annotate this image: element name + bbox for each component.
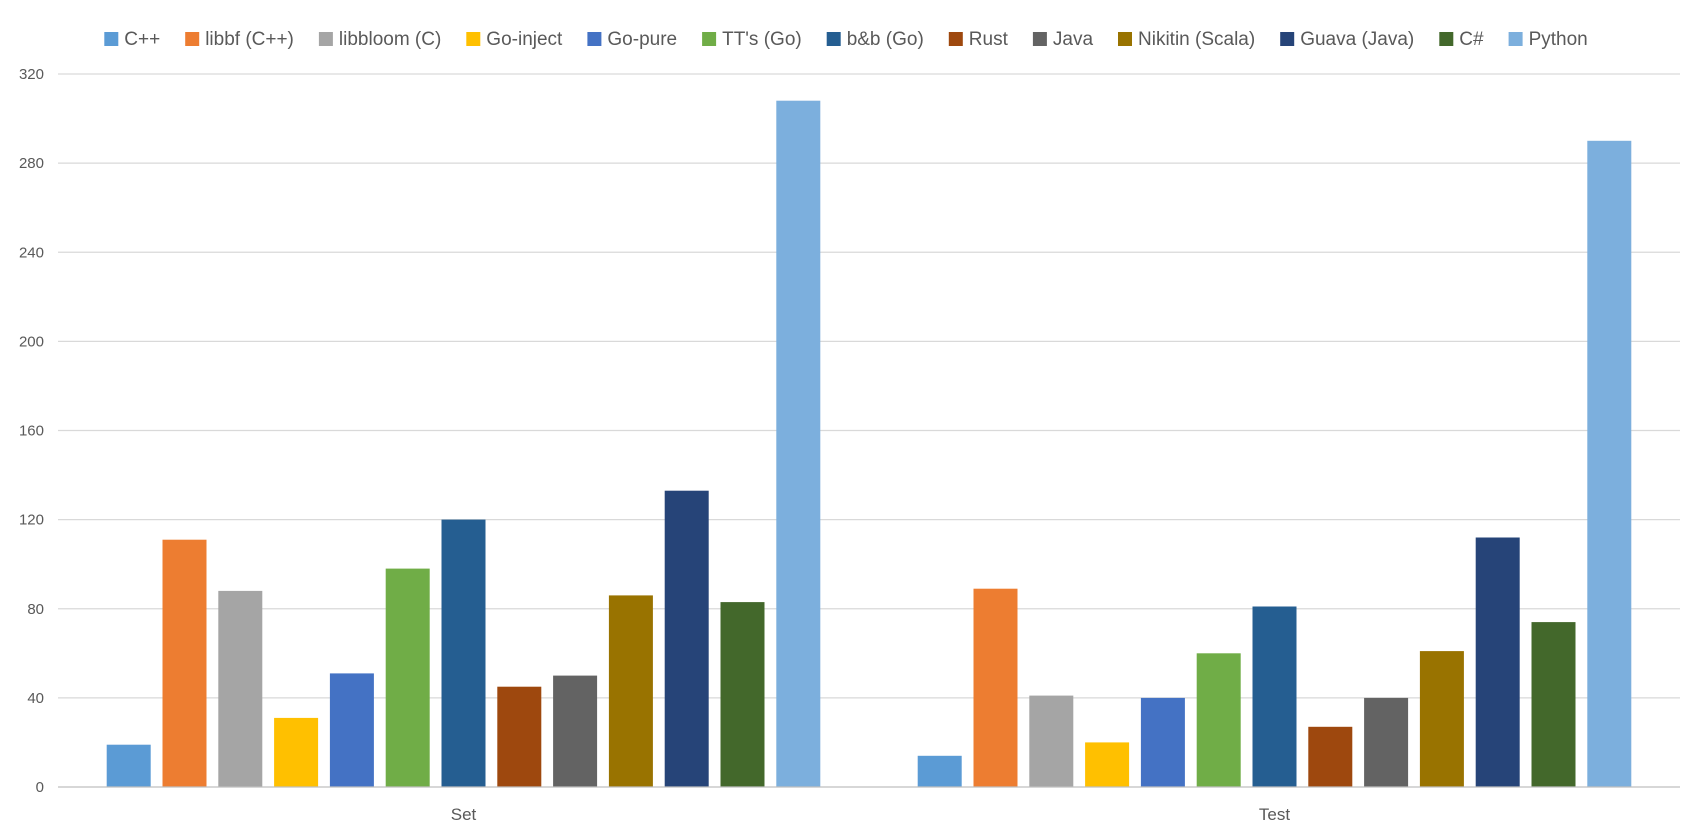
legend-swatch — [587, 32, 602, 46]
bar-set-0 — [106, 744, 151, 787]
bar-set-3 — [274, 717, 319, 787]
bar-set-8 — [553, 675, 598, 787]
bar-set-2 — [218, 590, 263, 787]
y-tick-label: 200 — [19, 333, 44, 350]
y-tick-label: 120 — [19, 512, 44, 529]
legend-label: Go-inject — [486, 29, 563, 50]
bar-set-1 — [162, 539, 207, 787]
legend-swatch — [702, 32, 717, 46]
legend-label: b&b (Go) — [847, 29, 924, 50]
legend-item: Python — [1508, 29, 1588, 50]
bar-test-0 — [917, 755, 962, 787]
legend-swatch — [1508, 32, 1523, 46]
y-tick-label: 160 — [19, 423, 44, 440]
legend-item: Go-pure — [587, 29, 677, 50]
bar-set-10 — [664, 490, 709, 787]
gridlines — [58, 73, 1680, 699]
legend-label: C++ — [124, 29, 160, 50]
bar-set-12 — [776, 100, 821, 787]
bar-set-4 — [329, 673, 374, 787]
bar-set-7 — [497, 686, 542, 787]
y-tick-label: 0 — [36, 779, 44, 796]
legend-item: Guava (Java) — [1280, 29, 1414, 50]
bar-set-11 — [720, 602, 765, 787]
bar-test-5 — [1196, 653, 1241, 787]
legend-label: libbloom (C) — [339, 29, 441, 50]
x-category-label: Test — [1259, 805, 1290, 824]
legend-label: TT's (Go) — [722, 29, 802, 50]
legend-label: Guava (Java) — [1300, 29, 1414, 50]
legend-item: Java — [1032, 29, 1094, 50]
bar-test-10 — [1475, 537, 1520, 787]
bar-set-5 — [385, 568, 430, 787]
legend-item: TT's (Go) — [702, 29, 802, 50]
x-category-label: Set — [451, 805, 477, 824]
legend-item: libbf (C++) — [185, 29, 294, 50]
legend-swatch — [1439, 32, 1454, 46]
legend-item: libbloom (C) — [318, 29, 441, 50]
legend-swatch — [1280, 32, 1295, 46]
bar-test-1 — [973, 588, 1018, 787]
legend: C++ libbf (C++) libbloom (C) Go-inject Go-pu… — [104, 29, 1588, 50]
legend-label: C# — [1459, 29, 1484, 50]
legend-label: Nikitin (Scala) — [1138, 29, 1255, 50]
legend-swatch — [466, 32, 481, 46]
bar-test-9 — [1419, 651, 1464, 787]
bar-set-6 — [441, 519, 486, 787]
bar-test-11 — [1531, 622, 1576, 787]
bar-test-7 — [1308, 726, 1353, 787]
bar-test-12 — [1587, 140, 1632, 788]
bar-set-9 — [608, 595, 653, 787]
bar-test-2 — [1029, 695, 1074, 787]
legend-item: Nikitin (Scala) — [1118, 29, 1255, 50]
bars — [106, 100, 1632, 788]
legend-item: C# — [1439, 29, 1484, 50]
legend-swatch — [1032, 32, 1047, 46]
y-tick-label: 80 — [27, 601, 44, 618]
legend-label: libbf (C++) — [205, 29, 294, 50]
legend-item: Rust — [948, 29, 1009, 50]
legend-label: Go-pure — [607, 29, 677, 50]
y-tick-label: 240 — [19, 244, 44, 261]
y-tick-label: 40 — [27, 690, 44, 707]
bar-test-4 — [1140, 697, 1185, 787]
bar-test-6 — [1252, 606, 1297, 787]
legend-swatch — [104, 32, 119, 46]
legend-item: b&b (Go) — [826, 29, 924, 50]
legend-swatch — [318, 32, 333, 46]
legend-item: Go-inject — [466, 29, 563, 50]
legend-swatch — [185, 32, 200, 46]
legend-label: Rust — [969, 29, 1009, 50]
legend-swatch — [948, 32, 963, 46]
y-tick-label: 320 — [19, 66, 44, 83]
bar-test-3 — [1085, 742, 1130, 787]
y-tick-label: 280 — [19, 155, 44, 172]
bar-test-8 — [1364, 697, 1409, 787]
legend-label: Java — [1053, 29, 1094, 50]
legend-swatch — [826, 32, 841, 46]
legend-swatch — [1118, 32, 1132, 46]
legend-item: C++ — [104, 29, 160, 50]
axes: 0 40 80 120 160 200 240 280 320 Set Test — [19, 66, 1680, 824]
legend-label: Python — [1529, 29, 1588, 50]
